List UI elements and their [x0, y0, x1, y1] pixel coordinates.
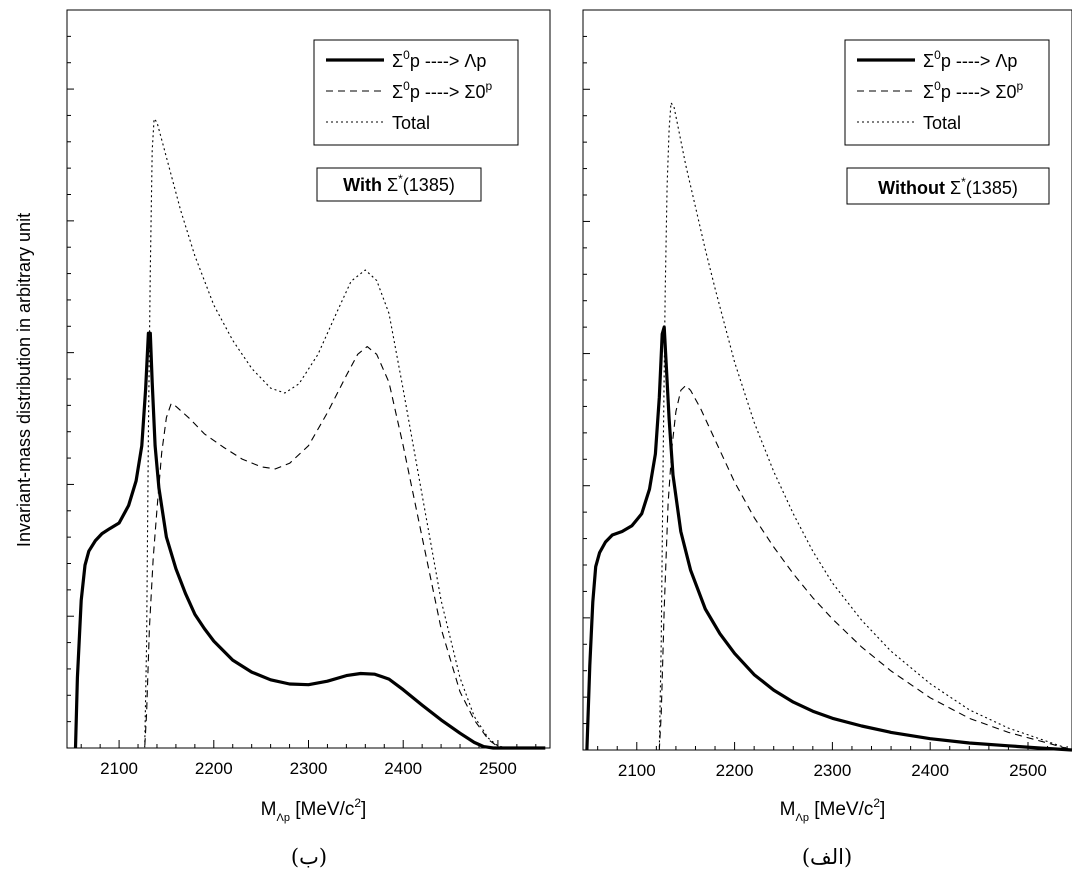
legend-entry: Σ0p ----> Σ0p	[392, 79, 492, 102]
x-label-subscript: Λp	[795, 812, 808, 824]
annotation-superscript: *	[398, 172, 403, 186]
annotation-tail: (1385)	[966, 178, 1018, 198]
x-tick-label: 2500	[1009, 761, 1047, 780]
legend-sigma: Σ	[923, 51, 934, 71]
series-line-dashed	[586, 384, 1072, 751]
x-axis-label: MΛp [MeV/c2]	[261, 796, 367, 824]
legend-sigma: Σ	[923, 82, 934, 102]
legend-superscript: 0	[403, 48, 410, 62]
x-tick-label: 2400	[911, 761, 949, 780]
y-axis-label: Invariant-mass distribution in arbitrary…	[14, 213, 34, 547]
legend-superscript: p	[485, 79, 492, 93]
legend-entry: Σ0p ----> Σ0p	[923, 79, 1023, 102]
legend-sigma: 0	[475, 82, 485, 102]
legend-text: p ----> Σ	[410, 82, 476, 102]
legend-box	[313, 39, 519, 146]
legend-superscript: 0	[934, 79, 941, 93]
annotation-box: With Σ*(1385)	[316, 167, 482, 202]
annotation-box: Without Σ*(1385)	[846, 167, 1050, 205]
legend-entry: Total	[923, 113, 961, 133]
legend-box	[844, 39, 1050, 146]
x-tick-label: 2500	[479, 759, 517, 778]
annotation-superscript: *	[961, 175, 966, 189]
x-tick-label: 2300	[813, 761, 851, 780]
legend-superscript: 0	[403, 79, 410, 93]
x-tick-label: 2400	[384, 759, 422, 778]
annotation-frame	[316, 167, 482, 202]
legend-text: p ----> Λp	[941, 51, 1018, 71]
x-label-subscript: Λp	[276, 812, 289, 824]
series-line-solid	[585, 325, 1072, 752]
legend-entry: Σ0p ----> Λp	[392, 48, 486, 71]
legend-entry: Total	[392, 113, 430, 133]
legend-entry: Σ0p ----> Λp	[923, 48, 1017, 71]
x-label-close: ]	[361, 799, 366, 820]
x-axis-label: MΛp [MeV/c2]	[780, 796, 886, 824]
legend-superscript: p	[1016, 79, 1023, 93]
legend-text: p ----> Σ	[941, 82, 1007, 102]
series-line-dotted	[586, 102, 1072, 751]
panel-caption: (ب)	[291, 845, 327, 869]
x-tick-label: 2200	[195, 759, 233, 778]
annotation-text: Without Σ*(1385)	[878, 175, 1018, 198]
legend-text: p ----> Λp	[410, 51, 487, 71]
annotation-frame	[846, 167, 1050, 205]
legend-sigma: Σ	[392, 82, 403, 102]
x-tick-label: 2300	[290, 759, 328, 778]
series-line-dashed	[75, 346, 546, 749]
x-tick-label: 2200	[716, 761, 754, 780]
legend-text: Total	[392, 113, 430, 133]
annotation-sigma: Σ	[382, 175, 398, 195]
panel-caption: (الف)	[802, 845, 852, 869]
legend-sigma: Σ	[392, 51, 403, 71]
annotation-tail: (1385)	[403, 175, 455, 195]
legend-text: Total	[923, 113, 961, 133]
x-label-superscript: 2	[873, 796, 880, 810]
x-tick-label: 2100	[100, 759, 138, 778]
annotation-bold: With	[343, 175, 382, 195]
series-line-solid	[73, 331, 546, 750]
x-label-superscript: 2	[354, 796, 361, 810]
x-label-unit: [MeV/c	[809, 799, 873, 820]
series-line-dotted	[75, 118, 546, 749]
legend-superscript: 0	[934, 48, 941, 62]
x-label-unit: [MeV/c	[290, 799, 354, 820]
annotation-bold: Without	[878, 178, 945, 198]
x-tick-label: 2100	[618, 761, 656, 780]
x-label-main: M	[780, 799, 796, 820]
x-label-close: ]	[880, 799, 885, 820]
annotation-text: With Σ*(1385)	[343, 172, 455, 195]
annotation-sigma: Σ	[945, 178, 961, 198]
legend-sigma: 0	[1006, 82, 1016, 102]
x-label-main: M	[261, 799, 277, 820]
